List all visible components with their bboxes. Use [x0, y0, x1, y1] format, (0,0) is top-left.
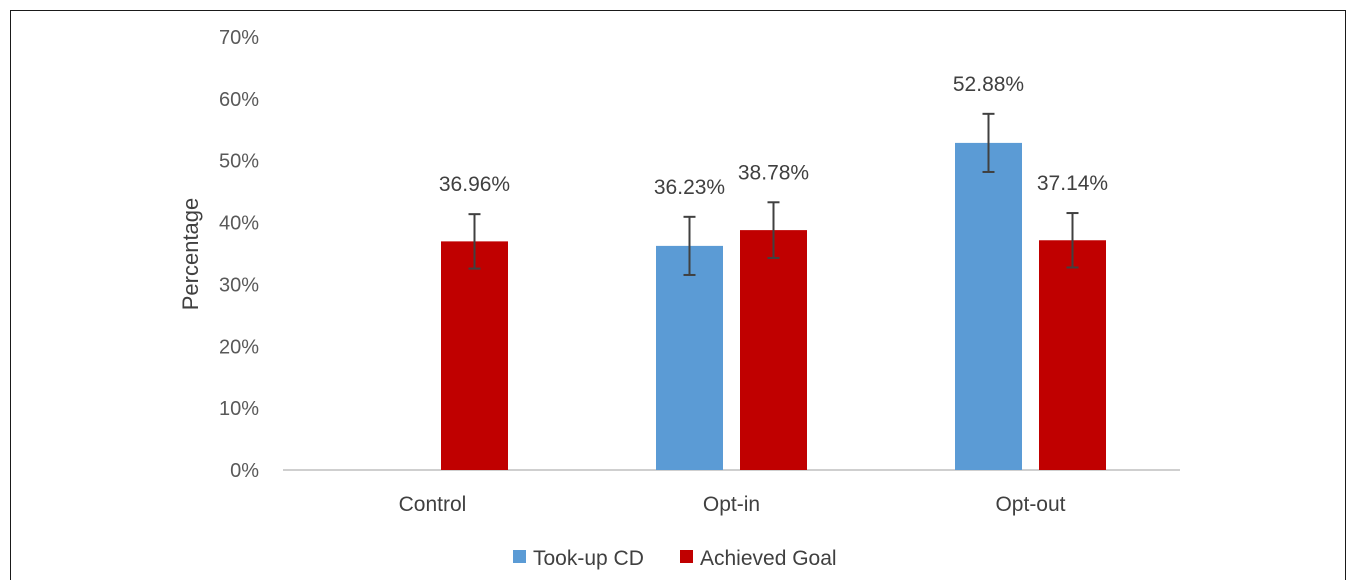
y-tick-label: 70% — [219, 27, 259, 49]
error-bar — [982, 112, 995, 173]
y-tick-label: 30% — [219, 274, 259, 296]
legend-swatch — [513, 550, 526, 563]
bar — [441, 241, 508, 470]
legend-swatch — [680, 550, 693, 563]
data-label: 36.96% — [439, 173, 510, 196]
category-labels: Control Opt-in Opt-out — [399, 493, 1066, 516]
error-bar — [683, 215, 696, 276]
category-label: Control — [399, 493, 467, 516]
bar — [1039, 240, 1106, 470]
bar — [656, 245, 723, 470]
data-label: 38.78% — [738, 161, 809, 184]
bar — [740, 230, 807, 470]
y-tick-label: 0% — [230, 460, 259, 482]
y-tick-label: 20% — [219, 336, 259, 358]
legend-label: Took-up CD — [533, 547, 644, 570]
y-axis-ticks: 0% 10% 20% 30% 40% 50% 60% 70% — [219, 27, 259, 482]
bar — [955, 142, 1022, 471]
y-tick-label: 10% — [219, 398, 259, 420]
category-label: Opt-in — [703, 493, 760, 516]
data-label: 37.14% — [1037, 172, 1108, 195]
legend: Took-up CD Achieved Goal — [513, 547, 837, 570]
error-bar — [1066, 212, 1079, 269]
bars-group: 36.96% 36.23% 38.78% 52.88% 37.14% — [439, 73, 1108, 471]
error-bar — [468, 213, 481, 270]
chart-frame — [10, 10, 1346, 580]
data-label: 36.23% — [654, 176, 725, 199]
error-bar — [767, 201, 780, 259]
y-axis-title: Percentage — [178, 198, 203, 311]
legend-label: Achieved Goal — [700, 547, 837, 570]
y-tick-label: 50% — [219, 151, 259, 173]
y-tick-label: 60% — [219, 89, 259, 111]
y-tick-label: 40% — [219, 213, 259, 235]
data-label: 52.88% — [953, 73, 1024, 96]
category-label: Opt-out — [995, 493, 1065, 516]
